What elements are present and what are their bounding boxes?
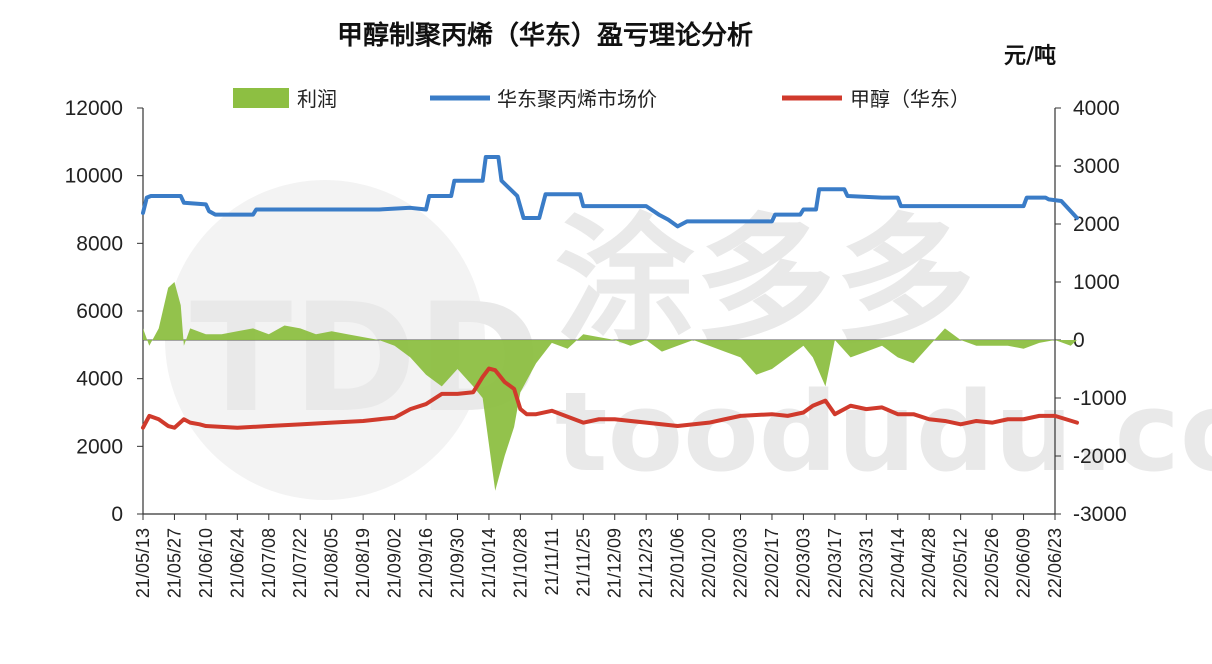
x-tick-label: 22/03/17: [825, 528, 845, 598]
unit-label: 元/吨: [1004, 44, 1056, 69]
plot-area: [141, 155, 1080, 491]
x-axis: 21/05/13 21/05/27 21/06/10 21/06/24 21/07/08…: [133, 514, 1065, 598]
legend-label-profit: 利润: [297, 87, 337, 111]
legend-swatch-profit: [233, 88, 289, 108]
legend-label-methanol: 甲醇（华东）: [850, 87, 970, 111]
x-tick-label: 21/07/08: [259, 528, 279, 598]
y-left-tick-label: 2000: [76, 435, 123, 458]
y-axis-right: -3000 -2000 -1000 0 1000 2000 3000 4000: [1055, 97, 1127, 526]
y-right-tick-label: -3000: [1073, 503, 1127, 526]
legend: 利润 华东聚丙烯市场价 甲醇（华东）: [233, 87, 970, 111]
watermark-cn-text: 涂多多: [555, 201, 975, 364]
x-tick-label: 22/06/09: [1014, 528, 1034, 598]
y-right-tick-label: -1000: [1073, 387, 1127, 410]
y-left-tick-label: 4000: [76, 368, 123, 391]
x-tick-label: 22/03/31: [856, 528, 876, 598]
x-tick-label: 22/01/20: [699, 528, 719, 598]
watermark: TDD 涂多多 toodudu.com: [165, 180, 1212, 500]
x-tick-label: 21/08/19: [353, 528, 373, 598]
methanol-line: [141, 366, 1080, 430]
x-tick-label: 22/05/26: [982, 528, 1002, 598]
y-right-tick-label: 3000: [1073, 155, 1120, 178]
y-right-tick-label: 1000: [1073, 271, 1120, 294]
x-tick-label: 21/06/10: [196, 528, 216, 598]
x-tick-label: 22/02/17: [762, 528, 782, 598]
chart-title: 甲醇制聚丙烯（华东）盈亏理论分析: [337, 20, 753, 51]
y-axis-left: 0 2000 4000 6000 8000 10000 12000: [65, 97, 143, 526]
x-tick-label: 22/04/28: [919, 528, 939, 598]
x-tick-label: 22/02/03: [731, 528, 751, 598]
y-left-tick-label: 0: [111, 503, 123, 526]
x-tick-label: 21/10/28: [510, 528, 530, 598]
x-tick-label: 22/01/06: [668, 528, 688, 598]
y-right-tick-label: -2000: [1073, 445, 1127, 468]
x-tick-label: 21/09/16: [416, 528, 436, 598]
x-tick-label: 21/11/11: [542, 528, 562, 595]
pp-price-line: [141, 155, 1080, 229]
x-tick-label: 21/12/23: [636, 528, 656, 598]
x-tick-label: 22/06/23: [1045, 528, 1065, 598]
x-tick-label: 21/10/14: [479, 528, 499, 598]
y-right-tick-label: 4000: [1073, 97, 1120, 120]
y-left-tick-label: 8000: [76, 232, 123, 255]
x-tick-label: 21/07/22: [290, 528, 310, 598]
legend-label-pp-price: 华东聚丙烯市场价: [497, 87, 657, 111]
y-left-tick-label: 12000: [65, 97, 123, 120]
x-tick-label: 21/06/24: [227, 528, 247, 598]
y-right-tick-label: 2000: [1073, 213, 1120, 236]
x-tick-label: 22/03/03: [793, 528, 813, 598]
x-tick-label: 21/12/09: [605, 528, 625, 598]
x-tick-label: 21/05/27: [164, 528, 184, 598]
y-right-tick-label: 0: [1073, 329, 1085, 352]
x-tick-label: 21/09/02: [385, 528, 405, 598]
watermark-url-text: toodudu.com: [555, 368, 1212, 496]
x-tick-label: 21/08/05: [322, 528, 342, 598]
y-left-tick-label: 6000: [76, 300, 123, 323]
x-tick-label: 22/05/12: [951, 528, 971, 598]
x-tick-label: 21/11/25: [573, 528, 593, 597]
x-tick-label: 21/05/13: [133, 528, 153, 598]
x-tick-label: 21/09/30: [447, 528, 467, 598]
y-left-tick-label: 10000: [65, 165, 123, 188]
x-tick-label: 22/04/14: [888, 528, 908, 598]
